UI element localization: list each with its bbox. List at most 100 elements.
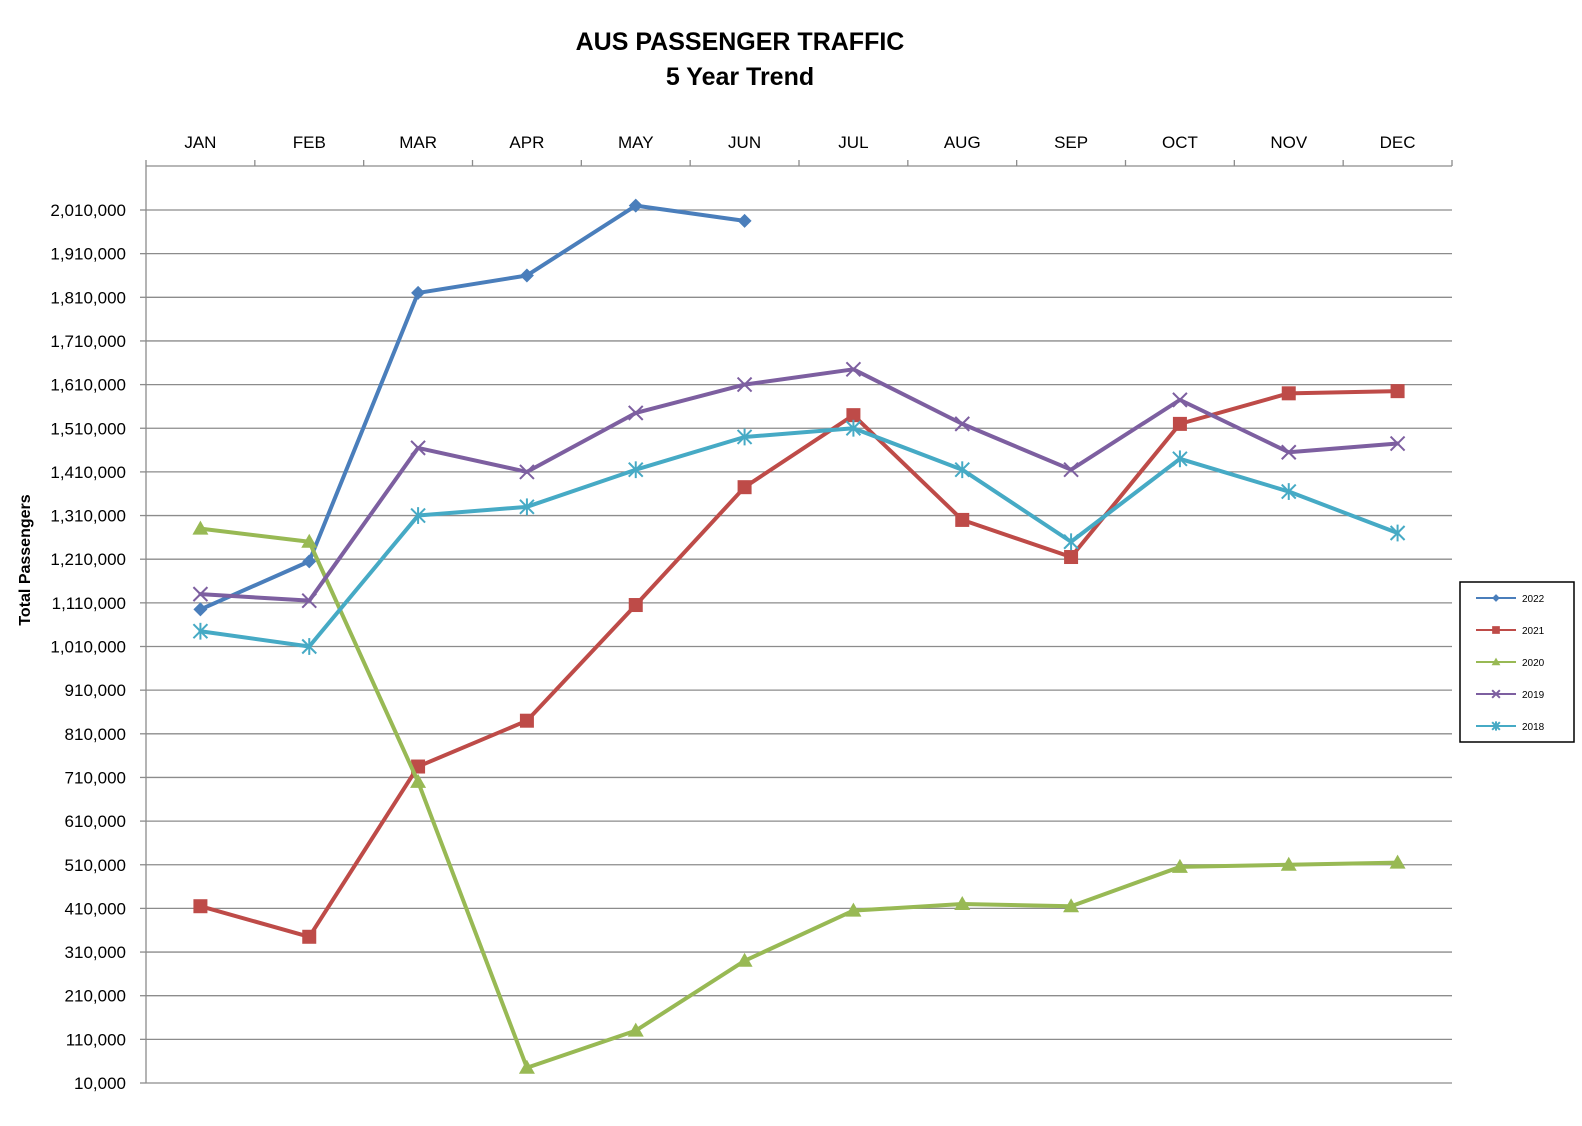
data-point [519,268,534,283]
y-axis-label: Total Passengers [17,494,34,625]
data-point [1172,416,1187,431]
y-tick-label: 1,310,000 [50,507,126,526]
marker-stroke [736,376,753,393]
marker-stroke [1172,392,1188,408]
series-line-2018 [198,426,1400,649]
y-tick-label: 610,000 [65,812,126,831]
data-point [519,713,534,728]
legend-item: 2019 [1476,689,1545,701]
data-point [192,520,209,535]
y-tick-label: 1,010,000 [50,638,126,657]
series-line-2022 [198,203,747,612]
series-line-2021 [198,389,1400,939]
x-tick-label: OCT [1162,133,1198,152]
marker-stroke [301,592,317,609]
y-tick-label: 1,110,000 [52,594,126,613]
y-tick-label: 1,910,000 [50,245,126,264]
y-tick-label: 1,610,000 [50,376,126,395]
marker-stroke [410,440,426,456]
y-tick-label: 2,010,000 [50,201,126,220]
data-point [1281,483,1297,500]
legend: 2022 2021 2020 2019 2018 [1459,581,1575,743]
legend-item: 2018 [1476,721,1545,733]
data-point [1280,856,1297,871]
y-tick-label: 1,710,000 [50,332,126,351]
y-tick-label: 510,000 [65,856,126,875]
chart-subtitle: 5 Year Trend [666,63,814,91]
y-tick-label: 110,000 [66,1030,126,1049]
x-tick-label: JAN [184,133,216,152]
y-tick-label: 310,000 [65,943,126,962]
data-point [736,376,753,393]
data-point [954,416,970,432]
legend-item: 2021 [1476,626,1545,637]
marker-stroke [1491,689,1501,699]
legend-swatch-marker [1491,689,1501,699]
marker-stroke [845,361,862,378]
series-2022 [193,198,752,617]
y-tick-label: 910,000 [65,681,126,700]
data-point [410,440,426,456]
legend-label: 2018 [1522,722,1545,733]
data-point [627,1022,644,1037]
data-point [301,592,317,609]
marker-stroke [954,416,970,432]
y-tick-label: 1,810,000 [50,288,126,307]
data-point [1063,898,1080,913]
x-tick-label: MAY [618,133,654,152]
data-point [518,1059,535,1074]
series-2018 [192,419,1406,655]
gridlines [146,209,1452,1084]
data-point [192,622,209,640]
x-tick-label: FEB [293,133,326,152]
x-tick-label: DEC [1380,133,1416,152]
data-point [519,464,535,480]
x-tick-label: JUL [838,133,868,152]
data-point [1389,854,1406,869]
legend-swatch-marker [1491,721,1501,731]
marker-stroke [1063,462,1079,478]
data-point [845,419,862,437]
marker-stroke [519,464,535,480]
data-point [411,285,426,300]
legend-item: 2020 [1476,657,1545,669]
legend-swatch-marker [1492,594,1500,602]
data-point [1390,384,1405,399]
data-point [302,554,317,569]
data-point [193,602,208,617]
marker-stroke [1389,435,1406,452]
data-point [1281,386,1296,401]
data-point [410,773,427,788]
data-point [736,428,753,446]
series-lines [192,198,1406,1074]
data-point [301,638,317,655]
data-point [1281,444,1297,460]
data-point [736,952,753,967]
data-point [845,902,862,917]
legend-label: 2022 [1522,594,1545,605]
legend-item: 2022 [1476,594,1545,605]
data-point [410,507,426,524]
x-tick-label: APR [509,133,544,152]
marker-stroke [1281,444,1297,460]
series-line-2020 [198,526,1400,1070]
legend-swatch-marker [1492,626,1500,634]
y-tick-label: 410,000 [65,899,126,918]
series-2020 [192,520,1406,1074]
legend-label: 2021 [1522,626,1545,637]
data-point [1063,462,1079,478]
data-point [846,408,861,423]
data-point [1064,550,1079,565]
y-tick-label: 210,000 [65,987,126,1006]
data-point [1172,392,1188,408]
axes: 10,000 110,000 210,000 310,000 410,000 510,00… [50,133,1453,1093]
y-tick-label: 710,000 [65,768,126,787]
data-point [954,896,971,911]
data-point [845,361,862,378]
chart-title: AUS PASSENGER TRAFFIC [576,28,905,56]
marker-stroke [628,405,644,421]
x-tick-label: MAR [399,133,437,152]
y-tick-label: 1,510,000 [50,419,126,438]
y-tick-label: 1,210,000 [50,550,126,569]
